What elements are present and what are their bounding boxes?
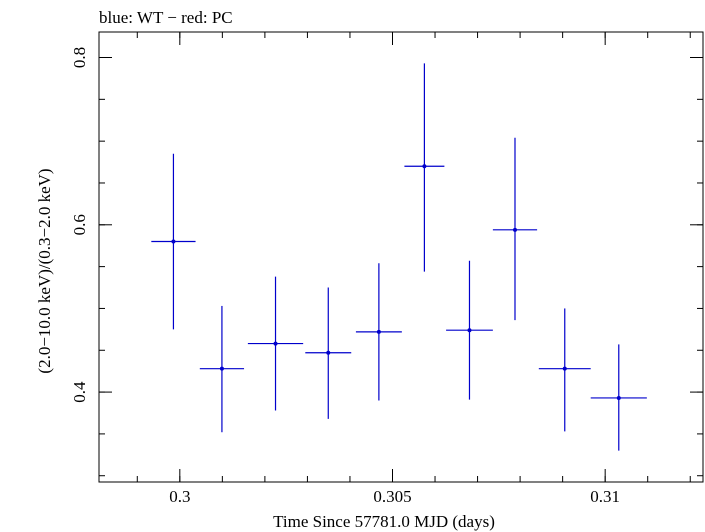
data-point — [199, 305, 245, 433]
data-points — [151, 63, 647, 451]
point-marker — [273, 341, 278, 346]
y-tick-label: 0.6 — [70, 214, 89, 235]
data-point — [151, 153, 196, 330]
data-point — [590, 344, 647, 451]
x-tick-label: 0.31 — [590, 487, 620, 506]
chart-title: blue: WT − red: PC — [99, 8, 233, 27]
data-point — [305, 287, 352, 419]
y-tick-label: 0.4 — [70, 381, 89, 403]
point-marker — [616, 395, 621, 400]
x-tick-label: 0.3 — [169, 487, 190, 506]
point-marker — [326, 350, 331, 355]
data-point — [247, 276, 304, 411]
y-axis-label: (2.0−10.0 keV)/(0.3−2.0 keV) — [35, 168, 54, 373]
point-marker — [467, 328, 472, 333]
y-tick-label: 0.8 — [70, 47, 89, 68]
data-point — [404, 63, 445, 272]
point-marker — [376, 329, 381, 334]
data-point — [492, 137, 538, 321]
axis-ticks: 0.3 0.305 0.31 0.4 0.6 0.8 — [70, 32, 703, 506]
x-tick-label: 0.305 — [373, 487, 411, 506]
data-point — [446, 260, 493, 400]
point-marker — [171, 239, 176, 244]
point-marker — [422, 164, 427, 169]
point-marker — [219, 366, 224, 371]
x-axis-label: Time Since 57781.0 MJD (days) — [273, 512, 495, 531]
plot-frame — [98, 31, 704, 483]
data-point — [538, 308, 591, 432]
point-marker — [562, 366, 567, 371]
data-point — [355, 263, 402, 401]
point-marker — [512, 227, 517, 232]
